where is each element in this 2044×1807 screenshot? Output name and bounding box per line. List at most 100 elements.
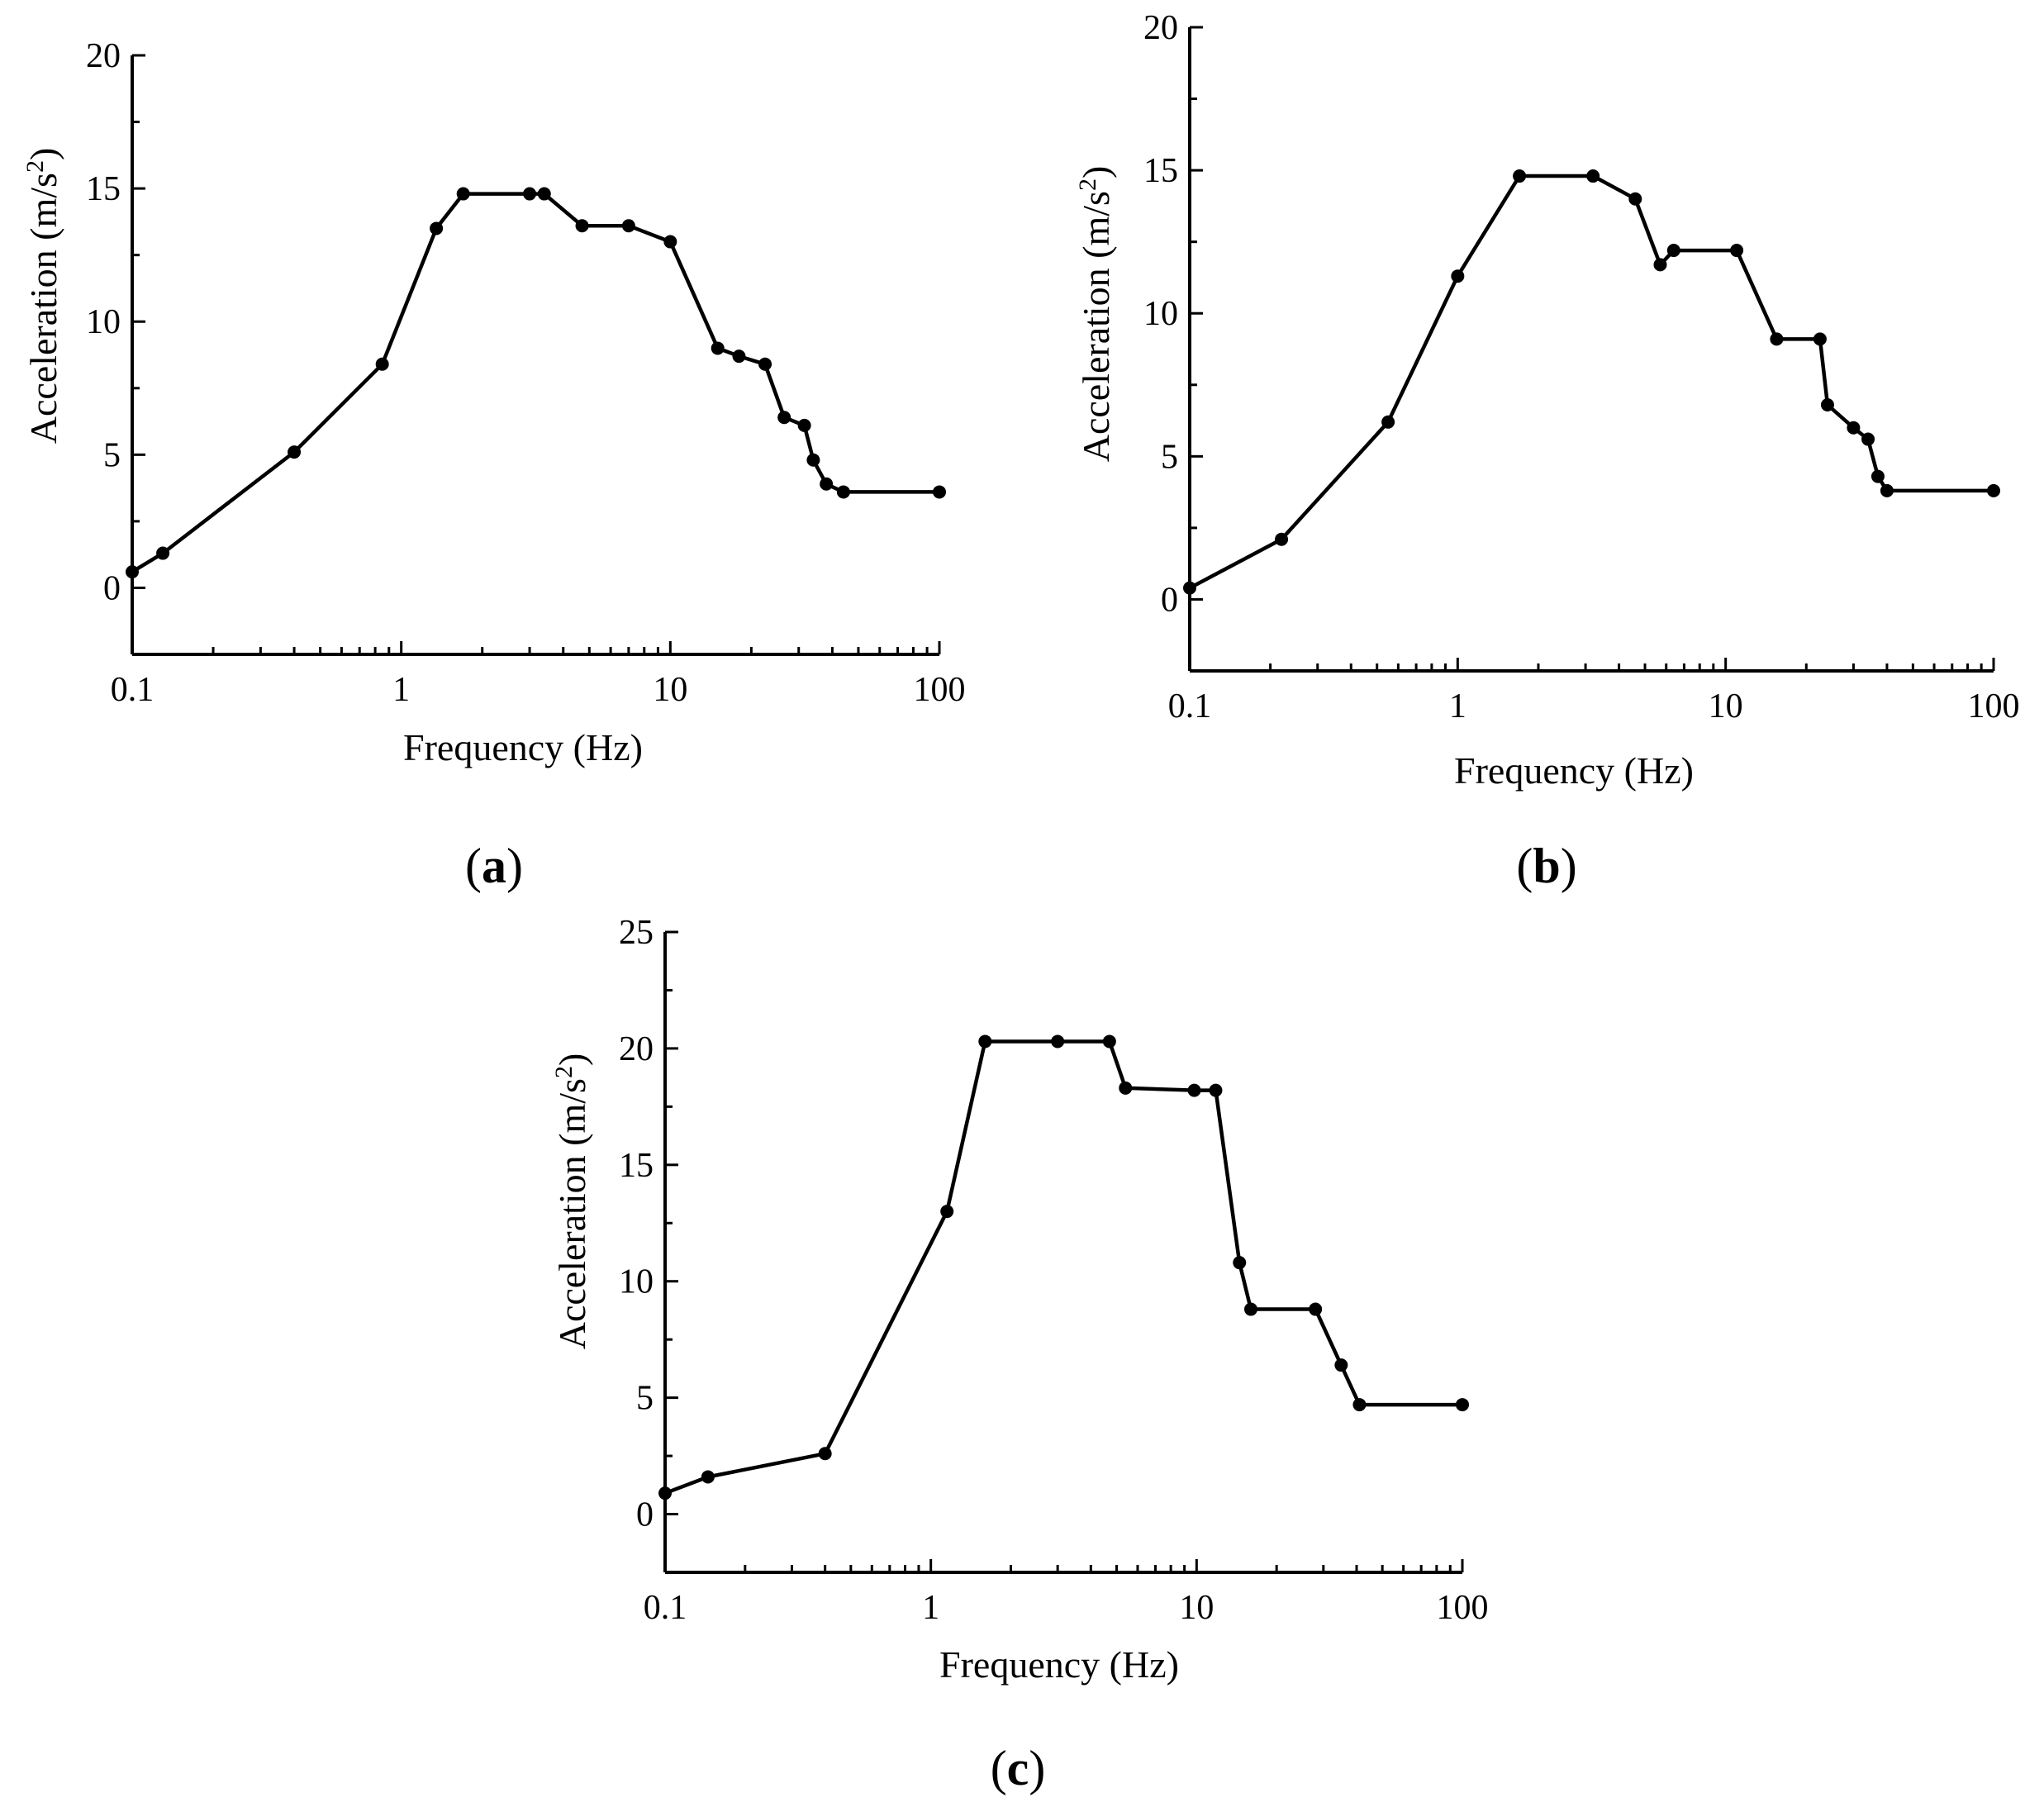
panel-label-b: (b) [1516,839,1576,893]
data-point [1233,1256,1247,1270]
x-tick-label: 1 [1449,687,1466,725]
data-point [1243,1302,1257,1316]
data-point [523,187,537,201]
series-c [658,1034,1469,1500]
data-point [806,453,820,467]
data-point [1847,421,1861,435]
data-point [758,357,772,371]
y-tick-label: 20 [86,37,121,75]
y-tick-label: 5 [103,436,121,474]
data-point [1880,483,1894,497]
data-point [978,1034,992,1049]
chart-panel-a: 0 5 10 15 20 0.1 1 10 100 Frequency (Hz) Acceler… [21,37,966,893]
data-point [663,235,677,249]
x-tick-label: 1 [922,1589,939,1627]
y-tick-label: 10 [1143,295,1178,333]
data-point [1813,332,1827,346]
x-tick-label: 100 [1968,687,2020,725]
series-a [126,187,946,579]
data-point [1628,192,1642,206]
data-point [1209,1083,1223,1097]
data-point [1730,244,1744,258]
data-point [1861,432,1875,446]
data-point [288,445,302,459]
data-point [1456,1398,1469,1412]
x-axis-title-a: Frequency (Hz) [403,726,643,768]
data-point [1987,483,2000,497]
x-tick-label: 10 [1179,1589,1214,1627]
data-point [1275,532,1289,546]
y-tick-label: 5 [1161,438,1178,476]
x-tick-label: 10 [1709,687,1743,725]
x-tick-label: 100 [1437,1589,1489,1627]
y-tick-label: 25 [619,914,654,952]
data-point [575,219,589,233]
series-line [664,1039,1462,1496]
y-tick-label: 15 [1143,152,1178,190]
data-point [1183,581,1196,595]
x-tick-label: 1 [392,671,410,709]
x-tick-label: 100 [914,671,966,709]
data-point [1352,1398,1367,1412]
y-tick-label: 10 [86,303,121,341]
x-axis-title-c: Frequency (Hz) [939,1643,1179,1686]
data-point [1870,469,1885,483]
chart-panel-c: 0 5 10 15 20 25 0.1 1 10 100 Frequency (Hz) Accel… [550,914,1489,1795]
data-point [1820,398,1834,412]
data-point [375,357,389,371]
y-axis-title-b: Acceleration (m/s2) [1074,166,1118,463]
y-tick-label: 0 [103,569,121,607]
data-point [126,565,139,579]
data-point [1451,269,1465,283]
axes-a: 0 5 10 15 20 0.1 1 10 100 [86,37,966,709]
data-point [711,341,725,355]
data-point [1051,1034,1065,1049]
x-tick-label: 0.1 [1168,687,1212,725]
data-point [1586,169,1600,183]
data-point [537,187,551,201]
data-point [1513,169,1527,183]
data-point [658,1486,672,1500]
data-point [1770,332,1784,346]
data-point [797,418,811,432]
data-point [940,1205,954,1219]
data-point [1381,415,1395,429]
data-point [1653,258,1667,272]
y-tick-label: 20 [619,1030,654,1068]
axes-b: 0 5 10 15 20 0.1 1 10 100 [1143,9,2020,725]
axes-c: 0 5 10 15 20 25 0.1 1 10 100 [619,914,1489,1627]
y-axis-title-a: Acceleration (m/s2) [21,148,65,445]
data-point [621,219,635,233]
y-tick-label: 20 [1143,9,1178,47]
chart-panel-b: 0 5 10 15 20 0.1 1 10 100 Frequency (Hz) Acceler… [1074,9,2020,893]
x-tick-label: 0.1 [644,1589,687,1627]
data-point [818,1447,832,1461]
data-point [456,187,470,201]
data-point [430,221,444,235]
data-point [1102,1034,1116,1049]
x-tick-label: 10 [653,671,687,709]
data-point [1334,1358,1348,1372]
y-axis-title-c: Acceleration (m/s2) [550,1053,594,1350]
data-point [701,1470,715,1484]
y-tick-label: 0 [1161,581,1178,619]
data-point [732,350,746,364]
panel-label-c: (c) [991,1741,1046,1795]
y-tick-label: 15 [86,170,121,208]
x-tick-label: 0.1 [111,671,154,709]
data-point [933,485,946,499]
series-b [1183,169,2000,595]
y-tick-label: 10 [619,1263,654,1301]
data-point [1309,1302,1323,1316]
data-point [836,485,850,499]
y-tick-label: 0 [636,1496,654,1534]
data-point [1119,1081,1133,1095]
y-tick-label: 15 [619,1147,654,1185]
data-point [1666,244,1680,258]
data-point [777,411,791,425]
panel-label-a: (a) [465,839,523,893]
data-point [156,546,170,560]
data-point [1187,1083,1201,1097]
